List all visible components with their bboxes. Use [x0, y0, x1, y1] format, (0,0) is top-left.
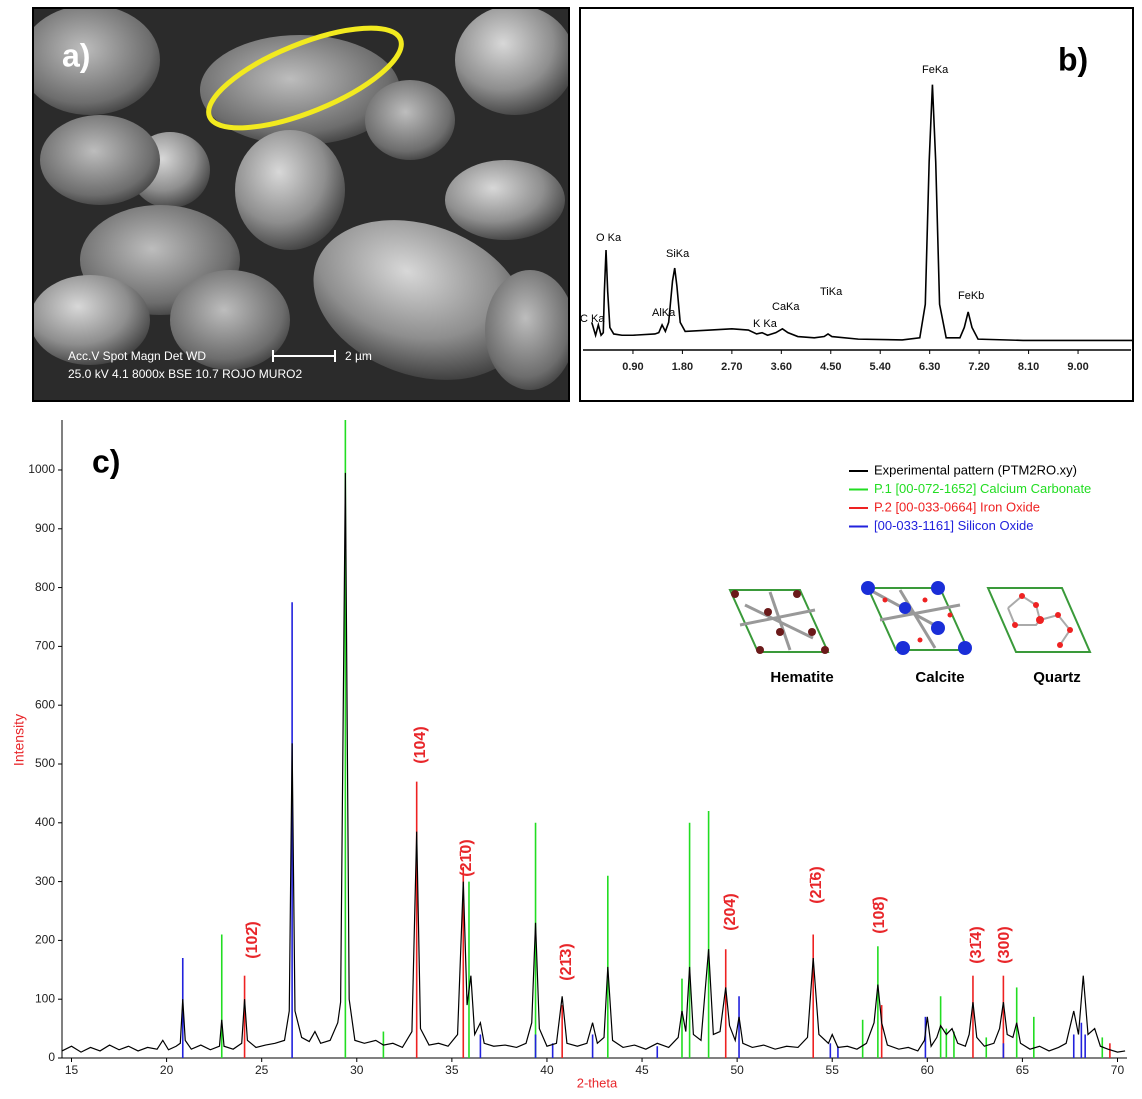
y-tick-label: 900 — [35, 521, 55, 535]
peak-label: O Ka — [596, 232, 622, 244]
hkl-label: (31̄4) — [968, 926, 985, 963]
peak-label: C Ka — [580, 313, 605, 325]
quartz-structure — [986, 587, 1092, 653]
sem-image — [34, 9, 568, 390]
sem-info: Acc.V Spot Magn Det WD — [68, 349, 206, 363]
x-tick-label: 7.20 — [968, 361, 989, 373]
x-tick-label: 40 — [540, 1063, 554, 1077]
x-tick-label: 50 — [730, 1063, 744, 1077]
legend-label: Experimental pattern (PTM2RO.xy) — [874, 462, 1077, 477]
hkl-label: (204̄) — [722, 893, 739, 930]
peak-label: SiKa — [666, 248, 690, 260]
peak-label: FeKb — [958, 290, 984, 302]
hkl-label: (102̄) — [244, 921, 261, 958]
scale-label: 2 µm — [345, 349, 372, 363]
calcite-structure — [861, 581, 972, 655]
y-tick-label: 300 — [35, 874, 55, 888]
peak-label: TiKa — [820, 286, 843, 298]
x-tick-label: 30 — [350, 1063, 364, 1077]
spectrum-line — [590, 84, 1133, 342]
x-tick-label: 4.50 — [820, 361, 841, 373]
inset-label: Hematite — [770, 669, 833, 686]
eds-frame — [579, 7, 1134, 402]
x-tick-label: 60 — [921, 1063, 935, 1077]
hkl-label: (104) — [412, 726, 429, 763]
x-tick-label: 8.10 — [1018, 361, 1039, 373]
x-tick-label: 1.80 — [672, 361, 693, 373]
x-tick-label: 45 — [635, 1063, 649, 1077]
y-tick-label: 600 — [35, 697, 55, 711]
x-axis-label: 2-theta — [577, 1075, 618, 1090]
x-tick-label: 3.60 — [771, 361, 792, 373]
sem-panel: a) Acc.V Spot Magn Det WD 25.0 kV 4.1 80… — [32, 7, 570, 402]
legend-label: P.2 [00-033-0664] Iron Oxide — [874, 499, 1040, 514]
legend-label: [00-033-1161] Silicon Oxide — [874, 518, 1033, 533]
inset-label: Calcite — [915, 669, 964, 686]
pattern-line — [61, 472, 1126, 1053]
hkl-label: (21̄6) — [808, 866, 825, 903]
y-tick-label: 400 — [35, 815, 55, 829]
panel-label: c) — [92, 443, 120, 479]
x-tick-label: 25 — [255, 1063, 269, 1077]
y-tick-label: 500 — [35, 756, 55, 770]
hkl-label: (21̄0) — [458, 839, 475, 876]
y-tick-label: 200 — [35, 933, 55, 947]
legend-label: P.1 [00-072-1652] Calcium Carbonate — [874, 481, 1091, 496]
hkl-label: (108̄) — [871, 896, 888, 933]
y-axis-label: Intensity — [11, 714, 27, 766]
crystal-insets — [728, 581, 1092, 655]
x-tick-label: 2.70 — [721, 361, 742, 373]
inset-label: Quartz — [1033, 669, 1081, 686]
x-tick-label: 15 — [65, 1063, 79, 1077]
x-tick-label: 9.00 — [1067, 361, 1088, 373]
x-tick-label: 6.30 — [919, 361, 940, 373]
x-tick-label: 70 — [1111, 1063, 1125, 1077]
y-tick-label: 0 — [48, 1050, 55, 1064]
x-tick-label: 55 — [826, 1063, 840, 1077]
peak-label: CaKa — [772, 301, 800, 313]
peak-label: K Ka — [753, 318, 778, 330]
panel-label: b) — [1058, 41, 1088, 77]
hkl-label: (21̄3) — [558, 943, 575, 980]
sem-info: 25.0 kV 4.1 8000x BSE 10.7 ROJO MURO2 — [68, 367, 302, 381]
peak-label: FeKa — [922, 64, 949, 76]
x-tick-label: 20 — [160, 1063, 174, 1077]
x-tick-label: 65 — [1016, 1063, 1030, 1077]
hematite-structure — [728, 589, 830, 654]
peak-label: AlKa — [652, 307, 676, 319]
y-tick-label: 800 — [35, 580, 55, 594]
y-tick-label: 1000 — [28, 462, 55, 476]
highlight-ellipse — [206, 25, 404, 131]
x-tick-label: 0.90 — [622, 361, 643, 373]
x-tick-label: 5.40 — [870, 361, 891, 373]
x-tick-label: 35 — [445, 1063, 459, 1077]
hkl-label: (300) — [996, 926, 1013, 963]
panel-label: a) — [62, 37, 90, 73]
y-tick-label: 700 — [35, 639, 55, 653]
y-tick-label: 100 — [35, 991, 55, 1005]
